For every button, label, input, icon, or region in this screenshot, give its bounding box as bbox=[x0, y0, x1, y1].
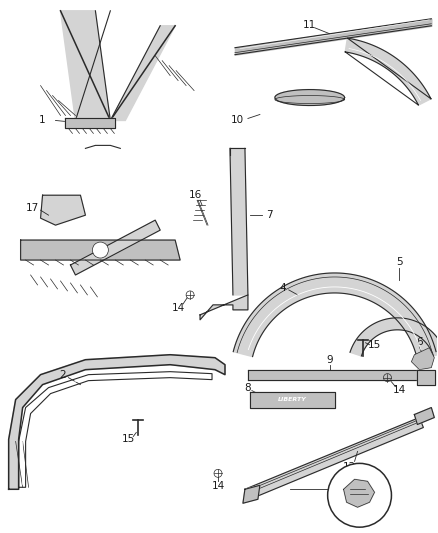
Text: 1: 1 bbox=[39, 116, 46, 125]
Text: 6: 6 bbox=[416, 337, 423, 347]
Text: 11: 11 bbox=[303, 20, 316, 30]
Polygon shape bbox=[66, 118, 115, 128]
Polygon shape bbox=[71, 220, 160, 275]
Polygon shape bbox=[9, 355, 225, 489]
Polygon shape bbox=[350, 318, 438, 356]
Text: 4: 4 bbox=[279, 283, 286, 293]
Polygon shape bbox=[21, 240, 180, 260]
Text: 13: 13 bbox=[374, 487, 387, 497]
Polygon shape bbox=[275, 90, 345, 106]
Text: 2: 2 bbox=[59, 370, 66, 379]
Polygon shape bbox=[245, 417, 424, 499]
Text: 14: 14 bbox=[212, 481, 225, 491]
Text: 10: 10 bbox=[230, 116, 244, 125]
Text: 9: 9 bbox=[326, 354, 333, 365]
Circle shape bbox=[328, 463, 392, 527]
Polygon shape bbox=[243, 486, 260, 503]
Circle shape bbox=[92, 242, 108, 258]
Polygon shape bbox=[250, 392, 335, 408]
Text: 15: 15 bbox=[122, 434, 135, 445]
Text: 8: 8 bbox=[244, 383, 251, 393]
Polygon shape bbox=[60, 11, 110, 120]
Polygon shape bbox=[411, 348, 434, 370]
Text: 15: 15 bbox=[368, 340, 381, 350]
Polygon shape bbox=[417, 370, 435, 385]
Polygon shape bbox=[248, 370, 417, 379]
Polygon shape bbox=[110, 26, 175, 120]
Polygon shape bbox=[200, 295, 248, 320]
Polygon shape bbox=[414, 408, 434, 424]
Text: 16: 16 bbox=[188, 190, 202, 200]
Polygon shape bbox=[41, 195, 85, 225]
Polygon shape bbox=[345, 38, 431, 105]
Text: LIBERTY: LIBERTY bbox=[277, 397, 306, 402]
Polygon shape bbox=[343, 479, 374, 507]
Text: 14: 14 bbox=[393, 385, 406, 394]
Text: 5: 5 bbox=[396, 257, 403, 267]
Text: 17: 17 bbox=[26, 203, 39, 213]
Text: 12: 12 bbox=[343, 462, 356, 472]
Text: 14: 14 bbox=[172, 303, 185, 313]
Text: 7: 7 bbox=[267, 210, 273, 220]
Polygon shape bbox=[233, 273, 436, 357]
Polygon shape bbox=[230, 148, 248, 295]
